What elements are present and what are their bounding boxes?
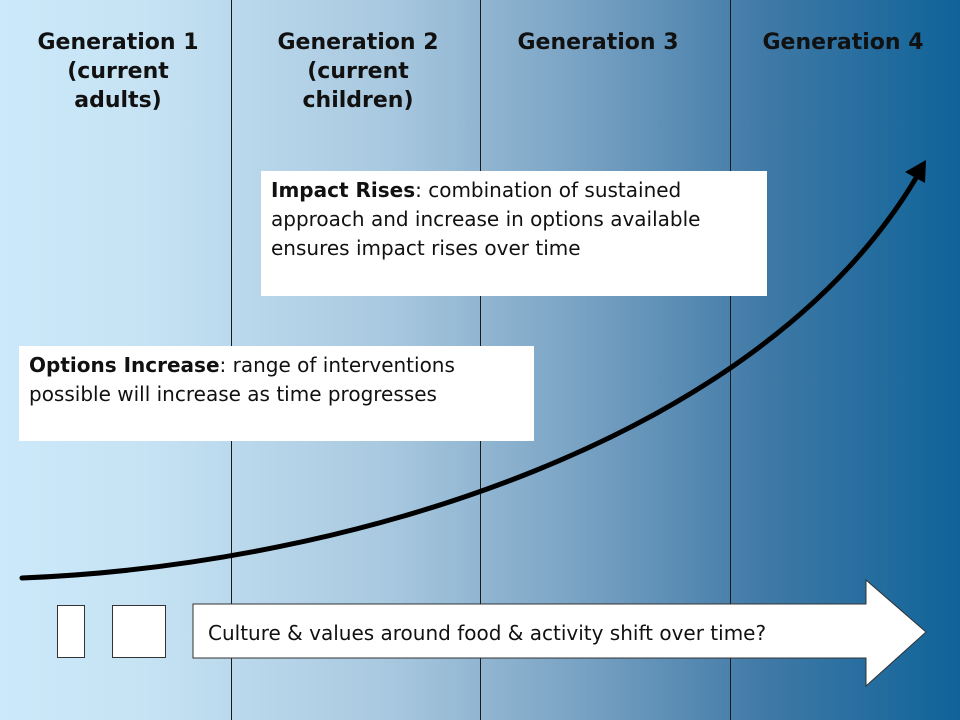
impact-curve-line xyxy=(19,175,919,581)
impact-rises-text: : combination of sustained approach and … xyxy=(271,178,701,260)
options-increase-heading: Options Increase xyxy=(29,353,220,377)
generation-4-header: Generation 4 xyxy=(738,28,948,57)
generation-1-header: Generation 1 (current adults) xyxy=(13,28,223,115)
generation-1-subtitle-1: (current xyxy=(67,59,169,84)
generation-3-header: Generation 3 xyxy=(493,28,703,57)
options-increase-text: : range of interventions possible will i… xyxy=(29,353,455,406)
culture-arrow-label: Culture & values around food & activity … xyxy=(208,621,767,645)
generation-2-subtitle-1: (current xyxy=(307,59,409,84)
generation-3-title: Generation 3 xyxy=(517,30,679,55)
generation-4-title: Generation 4 xyxy=(762,30,924,55)
generation-2-subtitle-2: children) xyxy=(302,88,414,113)
impact-rises-callout: Impact Rises: combination of sustained a… xyxy=(261,171,767,296)
generation-1-subtitle-2: adults) xyxy=(74,88,162,113)
small-square-right xyxy=(112,605,166,658)
small-square-left xyxy=(57,605,85,658)
impact-rises-heading: Impact Rises xyxy=(271,178,416,202)
generation-1-title: Generation 1 xyxy=(37,30,199,55)
impact-curve-arrowhead-icon xyxy=(905,160,926,183)
culture-arrow-shape xyxy=(192,578,927,688)
generation-divider-3 xyxy=(730,0,731,720)
generation-2-title: Generation 2 xyxy=(277,30,439,55)
options-increase-callout: Options Increase: range of interventions… xyxy=(19,346,534,441)
generation-2-header: Generation 2 (current children) xyxy=(253,28,463,115)
